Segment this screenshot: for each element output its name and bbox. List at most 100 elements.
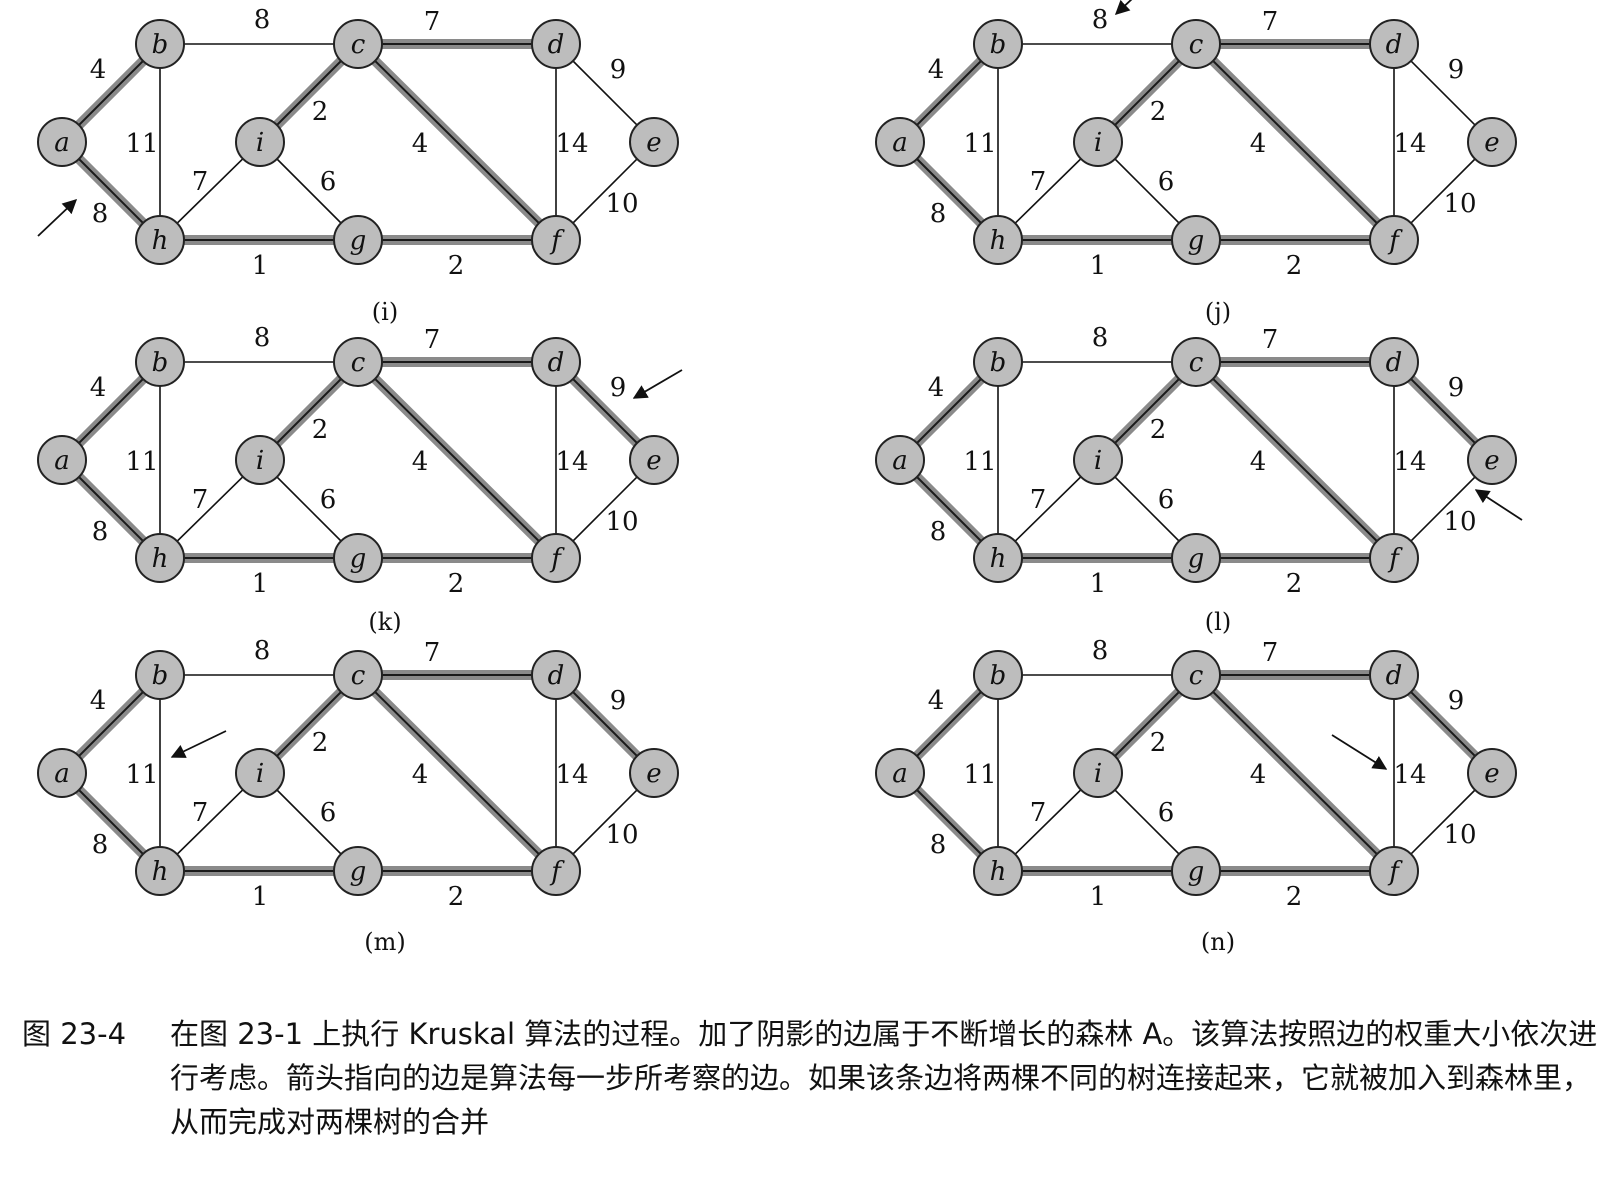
edge-weight-ah: 8 <box>92 830 109 860</box>
panel-n: 4 8 8 11 7 2 4 9 14 10 7 6 1 2 a b c d e f g h i (n) <box>875 636 1517 956</box>
edge-weight-hg: 1 <box>1090 251 1107 281</box>
node-circle <box>875 117 925 167</box>
node-label: c <box>1189 348 1204 378</box>
edge-weight-ef: 10 <box>605 189 638 219</box>
node-h: h <box>135 533 185 583</box>
node-f: f <box>1369 533 1419 583</box>
node-label: i <box>1094 128 1102 158</box>
considered-edge-arrow-icon <box>170 730 227 758</box>
node-circle <box>973 19 1023 69</box>
edge-weight-ef: 10 <box>1443 507 1476 537</box>
node-e: e <box>1467 435 1517 485</box>
edge-weight-ab: 4 <box>90 373 107 403</box>
node-label: a <box>54 128 70 158</box>
node-c: c <box>333 19 383 69</box>
edge-weight-de: 9 <box>610 55 627 85</box>
edge-weight-gf: 2 <box>448 569 465 599</box>
edge-weight-bc: 8 <box>254 323 271 353</box>
node-label: c <box>1189 30 1204 60</box>
edge-weight-ab: 4 <box>928 373 945 403</box>
edge-weight-cd: 7 <box>424 7 441 37</box>
node-d: d <box>1369 19 1419 69</box>
node-label: e <box>646 128 661 158</box>
edge-weight-df: 14 <box>555 760 588 790</box>
edge-weight-cd: 7 <box>1262 7 1279 37</box>
node-label: h <box>990 226 1007 256</box>
node-b: b <box>135 650 185 700</box>
edge-weight-cf: 4 <box>412 760 429 790</box>
node-a: a <box>875 748 925 798</box>
node-label: d <box>1386 30 1403 60</box>
edge-weight-cd: 7 <box>1262 638 1279 668</box>
edge-weight-df: 14 <box>1393 760 1426 790</box>
node-e: e <box>629 117 679 167</box>
node-circle <box>135 337 185 387</box>
node-circle <box>333 650 383 700</box>
node-label: g <box>350 544 367 574</box>
node-circle <box>531 215 581 265</box>
node-circle <box>37 117 87 167</box>
node-circle <box>1467 748 1517 798</box>
edge-weight-gf: 2 <box>448 882 465 912</box>
node-a: a <box>37 435 87 485</box>
edge-weight-ah: 8 <box>92 517 109 547</box>
node-d: d <box>531 650 581 700</box>
node-b: b <box>973 19 1023 69</box>
node-g: g <box>1171 846 1221 896</box>
node-g: g <box>333 533 383 583</box>
node-label: a <box>54 446 70 476</box>
edge-weight-cd: 7 <box>1262 325 1279 355</box>
edge-weight-bh: 11 <box>125 129 158 159</box>
node-b: b <box>135 19 185 69</box>
edge-cf-core <box>357 674 557 872</box>
node-d: d <box>1369 650 1419 700</box>
node-label: c <box>351 348 366 378</box>
node-circle <box>531 337 581 387</box>
considered-edge-arrow-icon <box>1474 489 1523 521</box>
edge-weight-ab: 4 <box>90 686 107 716</box>
edge-weight-hi: 7 <box>1030 485 1047 515</box>
node-g: g <box>333 846 383 896</box>
node-c: c <box>1171 19 1221 69</box>
node-label: e <box>1484 446 1499 476</box>
node-label: c <box>351 30 366 60</box>
node-circle <box>135 846 185 896</box>
edge-weight-ah: 8 <box>930 830 947 860</box>
edge-weight-bh: 11 <box>125 760 158 790</box>
node-g: g <box>333 215 383 265</box>
node-d: d <box>531 337 581 387</box>
node-label: d <box>548 348 565 378</box>
edge-weight-bc: 8 <box>254 5 271 35</box>
node-c: c <box>333 650 383 700</box>
node-label: i <box>1094 446 1102 476</box>
node-circle <box>1467 117 1517 167</box>
edge-weight-ef: 10 <box>1443 189 1476 219</box>
edge-weight-ig: 6 <box>1158 167 1175 197</box>
node-e: e <box>629 748 679 798</box>
node-circle <box>135 19 185 69</box>
node-c: c <box>1171 337 1221 387</box>
edge-weight-ef: 10 <box>1443 820 1476 850</box>
node-label: e <box>646 759 661 789</box>
node-g: g <box>1171 215 1221 265</box>
node-i: i <box>235 748 285 798</box>
node-circle <box>973 215 1023 265</box>
node-f: f <box>1369 846 1419 896</box>
edge-weight-bc: 8 <box>1092 636 1109 666</box>
panel-caption: (l) <box>1205 608 1231 636</box>
figure-caption: 图 23-4 在图 23-1 上执行 Kruskal 算法的过程。加了阴影的边属… <box>22 1012 1602 1144</box>
node-circle <box>875 435 925 485</box>
node-circle <box>333 846 383 896</box>
node-label: i <box>256 128 264 158</box>
edge-weight-cf: 4 <box>1250 760 1267 790</box>
node-g: g <box>1171 533 1221 583</box>
node-circle <box>1171 533 1221 583</box>
node-circle <box>875 748 925 798</box>
node-f: f <box>531 533 581 583</box>
node-circle <box>37 748 87 798</box>
edge-weight-cf: 4 <box>1250 447 1267 477</box>
edge-weight-cf: 4 <box>412 447 429 477</box>
node-label: h <box>152 544 169 574</box>
node-label: e <box>1484 759 1499 789</box>
node-label: a <box>892 446 908 476</box>
